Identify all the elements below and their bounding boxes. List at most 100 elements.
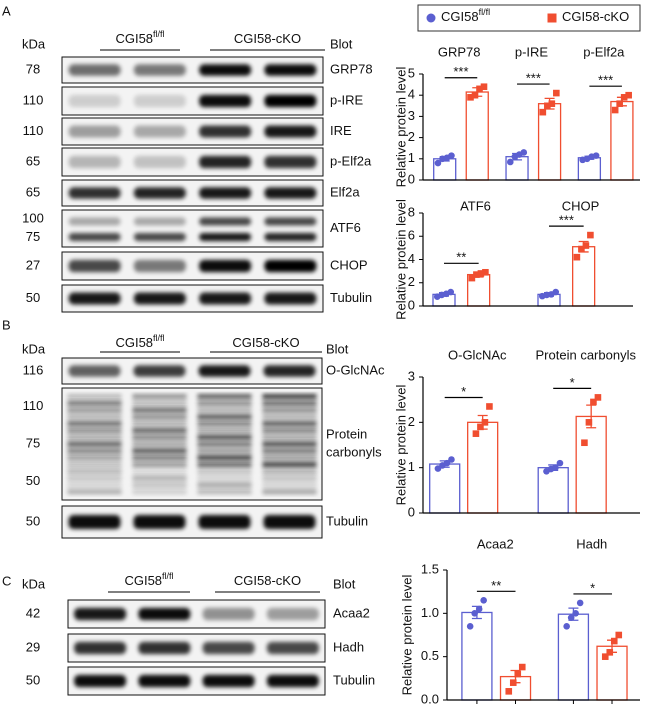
kda-label: 110	[23, 123, 44, 138]
category-label: Protein carbonyls	[536, 347, 637, 362]
blot-frame	[61, 505, 323, 539]
band	[197, 394, 252, 399]
data-point	[615, 631, 623, 639]
data-point	[467, 94, 474, 101]
band	[68, 125, 121, 138]
band	[197, 407, 252, 413]
band	[132, 475, 187, 481]
y-tick-label: 0	[408, 504, 415, 519]
band	[133, 94, 186, 108]
data-point	[434, 159, 442, 167]
band	[197, 489, 252, 495]
data-point	[576, 599, 584, 607]
blot-frame	[61, 56, 324, 84]
data-point	[472, 430, 480, 437]
y-axis-label: Relative protein level	[393, 385, 408, 506]
band	[262, 475, 317, 481]
data-point	[556, 459, 564, 467]
panel-letter: A	[2, 3, 11, 18]
band	[68, 64, 121, 76]
category-label: CHOP	[562, 198, 600, 213]
data-point	[587, 231, 594, 239]
y-axis-label: Relative protein level	[393, 67, 408, 188]
data-point	[477, 423, 484, 431]
band	[132, 462, 187, 467]
blot-frame	[61, 86, 324, 116]
band	[67, 407, 122, 413]
band	[199, 232, 252, 242]
band	[264, 64, 317, 76]
band	[132, 407, 187, 413]
kda-label: 78	[26, 61, 40, 76]
band	[199, 217, 252, 226]
band	[68, 155, 121, 169]
legend-frame	[417, 4, 641, 32]
band	[67, 455, 122, 461]
band	[264, 155, 317, 169]
kda-label: 50	[26, 513, 40, 528]
group-label: CGI58fl/fl	[124, 571, 173, 588]
band	[132, 434, 187, 440]
kda-label: 75	[26, 435, 40, 450]
band	[202, 607, 255, 621]
blot-header: Blot	[333, 576, 356, 591]
data-point	[448, 456, 455, 463]
band	[264, 292, 317, 305]
y-tick-label: 8	[408, 204, 415, 219]
band	[133, 125, 186, 138]
group-name: CGI58-cKO	[234, 31, 301, 46]
data-point	[481, 419, 489, 426]
data-point	[471, 91, 479, 99]
category-label: GRP78	[438, 44, 481, 59]
significance-label: *	[461, 384, 466, 399]
band	[262, 489, 317, 495]
blot-frame	[61, 357, 323, 385]
kda-label: 65	[26, 184, 40, 199]
data-point	[553, 89, 560, 97]
band	[132, 394, 187, 399]
data-point	[443, 459, 451, 467]
blot-header: Blot	[330, 36, 353, 51]
group-sup: fl/fl	[153, 29, 165, 39]
y-tick-label: 2	[408, 414, 415, 429]
data-point	[514, 670, 522, 678]
band	[68, 292, 121, 305]
kda-header: kDa	[22, 576, 46, 591]
y-tick-label: 6	[408, 228, 415, 243]
data-point	[509, 679, 517, 686]
band	[197, 414, 252, 420]
data-point	[471, 610, 478, 617]
band	[198, 514, 251, 530]
band	[197, 462, 252, 467]
bar	[467, 421, 499, 514]
category-label: p-IRE	[515, 44, 549, 59]
kda-label: 50	[26, 290, 40, 305]
band	[133, 292, 186, 305]
group-label: CGI58-cKO	[234, 31, 301, 46]
blot-label: Protein	[326, 426, 367, 441]
band	[197, 421, 252, 427]
data-point	[466, 623, 474, 630]
group-label: CGI58-cKO	[234, 573, 301, 588]
blot-frame	[61, 117, 324, 146]
y-tick-label: 5	[408, 65, 415, 80]
band	[132, 489, 187, 495]
band	[133, 365, 186, 377]
band	[132, 414, 187, 420]
blot-label: O-GlcNAc	[326, 362, 385, 377]
significance-label: ***	[526, 71, 541, 86]
group-name: CGI58	[124, 573, 162, 588]
band	[68, 232, 121, 242]
blot-label: Tubulin	[333, 672, 375, 687]
data-point	[447, 288, 455, 296]
y-tick-label: 1	[408, 459, 415, 474]
band	[264, 232, 317, 242]
group-label: CGI58fl/fl	[115, 29, 164, 46]
band	[68, 187, 121, 199]
band	[132, 455, 187, 461]
data-point	[480, 597, 487, 604]
band	[133, 155, 186, 169]
group-sup: fl/fl	[162, 571, 174, 581]
